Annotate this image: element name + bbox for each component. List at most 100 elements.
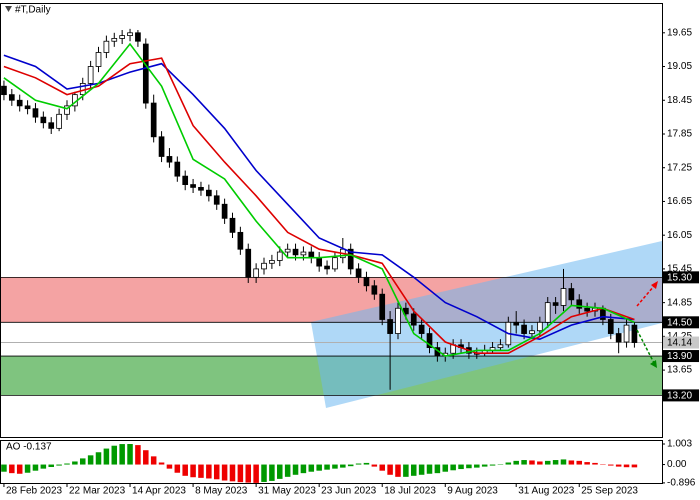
ao-bar [568, 460, 575, 465]
ao-bar [458, 464, 464, 470]
candle-body [544, 302, 551, 323]
y-tick-label: 17.25 [667, 162, 692, 173]
arrow-up [636, 285, 655, 307]
candle-body [418, 324, 425, 334]
price-label-box [663, 316, 699, 329]
ao-bar [592, 462, 598, 465]
candle-body [332, 257, 338, 270]
ao-bar [340, 464, 346, 468]
y-tick-label: 19.65 [667, 27, 692, 38]
candle-body [8, 94, 15, 101]
ao-bar [166, 464, 173, 469]
candle-body [119, 35, 125, 39]
price-label-box [663, 271, 699, 284]
ao-bar [324, 464, 330, 470]
x-tick-label: 22 Mar 2023 [69, 486, 126, 497]
forecast-arrows [636, 281, 658, 368]
main-frame [0, 3, 663, 438]
candle-body [221, 203, 228, 219]
ao-bar [355, 463, 362, 465]
candle-body [607, 319, 614, 334]
ao-title: AO -0.137 [6, 442, 52, 453]
ao-bar [529, 460, 535, 465]
y-tick-label: 16.05 [667, 230, 692, 241]
ao-bar [410, 464, 417, 476]
x-tick-label: 25 Sep 2023 [581, 486, 638, 497]
candle-body [16, 99, 23, 107]
candle-body [371, 285, 378, 295]
price-label: 13.90 [667, 351, 692, 362]
ao-bar [24, 464, 31, 473]
ao-bar [79, 458, 86, 465]
candle-body [387, 319, 393, 334]
ao-bar [623, 464, 630, 468]
ao-bar [150, 456, 157, 465]
candle-body [284, 248, 291, 253]
arrow-head [650, 360, 657, 368]
y-tick-label: 16.65 [667, 196, 692, 207]
ao-bar [379, 464, 385, 471]
ao-bar [403, 464, 409, 477]
y-tick-label: 14.25 [667, 331, 692, 342]
price-label: 15.30 [667, 272, 692, 283]
ao-bar [552, 460, 559, 465]
ao-bar [608, 464, 614, 466]
title-icon [5, 6, 12, 12]
ao-bar [95, 452, 102, 465]
y-tick-label: 13.65 [667, 365, 692, 376]
candle-body [166, 156, 173, 163]
candle-body [1, 85, 7, 96]
chart-title: #T,Daily [15, 5, 51, 16]
ao-bar [245, 464, 252, 483]
ao-frame [0, 440, 663, 484]
ao-bar [450, 464, 456, 471]
candle-body [308, 251, 315, 259]
candle-body [560, 288, 567, 306]
ao-bar [560, 459, 567, 465]
ao-bar [87, 455, 94, 465]
candle-body [87, 66, 94, 84]
ao-layer [1, 444, 638, 483]
ao-bar [418, 464, 425, 475]
ao-bar [277, 464, 283, 479]
ao-bar [513, 460, 519, 465]
candle-body [631, 324, 638, 343]
ao-y-tick-label: 0.00 [667, 459, 687, 470]
candle-body [497, 344, 504, 349]
ao-bar [316, 464, 322, 471]
ao-bar [300, 464, 307, 474]
x-tick-label: 31 May 2023 [258, 486, 316, 497]
y-tick-label: 15.45 [667, 264, 692, 275]
candle-body [261, 262, 267, 270]
ao-bar [158, 462, 165, 465]
ao-bar [103, 448, 110, 465]
ao-bar [237, 464, 244, 483]
candle-body [576, 299, 583, 309]
candle-body [150, 102, 157, 138]
price-label-box [663, 336, 699, 349]
candle-body [198, 186, 204, 191]
ao-bar [9, 464, 15, 474]
ao-bar [72, 461, 78, 465]
axes-layer: 19.65 19.05 18.45 17.85 17.25 16.65 16.05 15.45… [3, 27, 699, 497]
ao-bar [269, 464, 275, 481]
ao-bar [434, 464, 441, 474]
price-label: 14.50 [667, 317, 692, 328]
y-tick-label: 17.85 [667, 129, 692, 140]
candle-body [245, 248, 252, 278]
x-tick-label: 23 Jun 2023 [321, 486, 376, 497]
price-label: 14.14 [667, 338, 692, 349]
ao-bar [387, 464, 393, 475]
ao-bar [182, 464, 188, 476]
candle-body [142, 43, 149, 104]
ao-bar [32, 464, 39, 471]
ao-bar [544, 460, 551, 465]
ao-bar [474, 464, 480, 468]
x-tick-label: 8 May 2023 [195, 486, 248, 497]
ao-bar [206, 464, 212, 479]
candle-body [103, 40, 110, 53]
candle-body [363, 276, 370, 287]
candle-body [206, 189, 212, 197]
ao-bar [308, 464, 315, 472]
ao-bar [631, 464, 638, 468]
